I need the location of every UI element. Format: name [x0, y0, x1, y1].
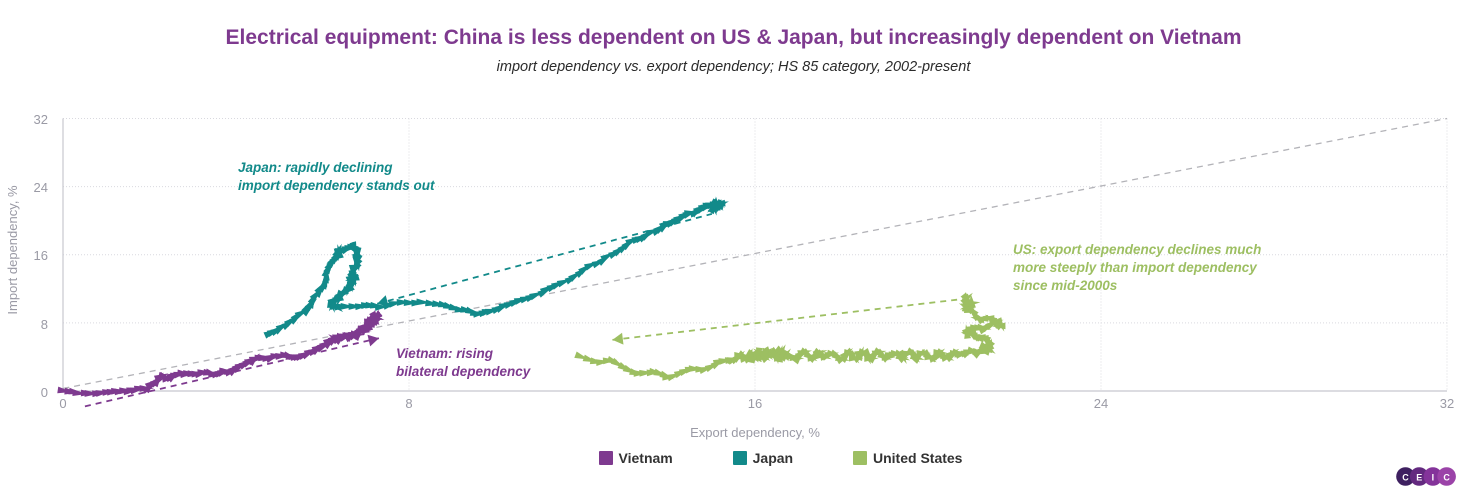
svg-text:C: C: [1443, 472, 1450, 482]
svg-text:C: C: [1402, 472, 1409, 482]
svg-text:E: E: [1416, 472, 1422, 482]
svg-text:I: I: [1432, 472, 1435, 482]
